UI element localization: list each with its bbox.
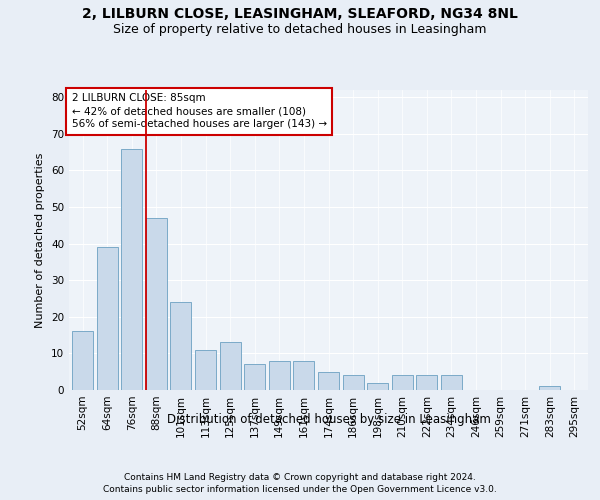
Bar <box>195 350 216 390</box>
Bar <box>146 218 167 390</box>
Bar <box>220 342 241 390</box>
Bar <box>539 386 560 390</box>
Bar <box>392 376 413 390</box>
Text: 2, LILBURN CLOSE, LEASINGHAM, SLEAFORD, NG34 8NL: 2, LILBURN CLOSE, LEASINGHAM, SLEAFORD, … <box>82 8 518 22</box>
Text: Contains public sector information licensed under the Open Government Licence v3: Contains public sector information licen… <box>103 485 497 494</box>
Bar <box>121 148 142 390</box>
Bar <box>343 376 364 390</box>
Text: Size of property relative to detached houses in Leasingham: Size of property relative to detached ho… <box>113 22 487 36</box>
Bar <box>97 248 118 390</box>
Bar <box>416 376 437 390</box>
Bar <box>441 376 462 390</box>
Bar <box>269 360 290 390</box>
Text: Contains HM Land Registry data © Crown copyright and database right 2024.: Contains HM Land Registry data © Crown c… <box>124 472 476 482</box>
Bar <box>244 364 265 390</box>
Text: Distribution of detached houses by size in Leasingham: Distribution of detached houses by size … <box>167 412 491 426</box>
Bar <box>318 372 339 390</box>
Bar <box>293 360 314 390</box>
Bar <box>72 332 93 390</box>
Bar <box>170 302 191 390</box>
Y-axis label: Number of detached properties: Number of detached properties <box>35 152 46 328</box>
Text: 2 LILBURN CLOSE: 85sqm
← 42% of detached houses are smaller (108)
56% of semi-de: 2 LILBURN CLOSE: 85sqm ← 42% of detached… <box>71 93 327 130</box>
Bar <box>367 382 388 390</box>
